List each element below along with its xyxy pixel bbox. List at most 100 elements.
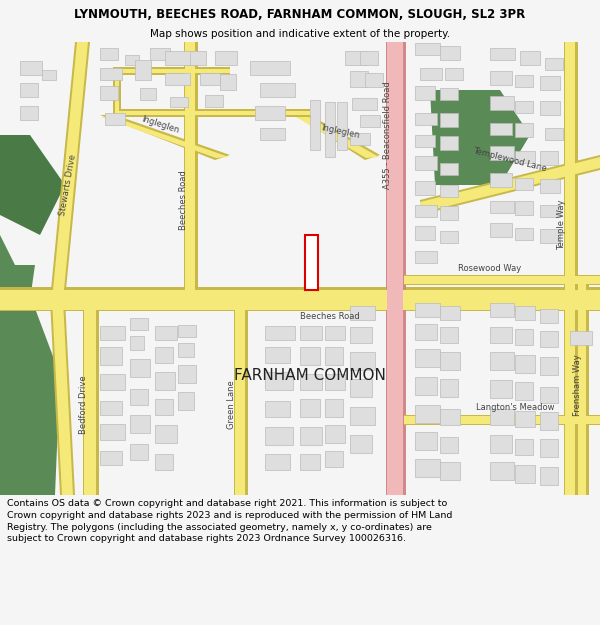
Bar: [540, 179, 560, 193]
Bar: [265, 347, 290, 363]
Bar: [215, 51, 237, 65]
Text: Stewarts Drive: Stewarts Drive: [58, 154, 78, 216]
Bar: [515, 101, 533, 113]
Bar: [440, 327, 458, 343]
Bar: [387, 42, 403, 495]
Text: Langton's Meadow: Langton's Meadow: [476, 403, 554, 412]
Bar: [440, 409, 460, 425]
Bar: [415, 226, 435, 240]
Bar: [165, 51, 195, 65]
Bar: [515, 465, 535, 483]
Bar: [420, 68, 442, 80]
Bar: [490, 71, 512, 85]
Bar: [0, 290, 600, 310]
Polygon shape: [100, 115, 230, 160]
Bar: [178, 343, 194, 357]
Bar: [540, 205, 560, 217]
Bar: [564, 42, 578, 495]
Bar: [337, 102, 347, 150]
Bar: [490, 352, 514, 370]
Bar: [325, 374, 345, 390]
Bar: [490, 303, 514, 317]
Bar: [20, 83, 38, 97]
Bar: [415, 156, 437, 170]
Bar: [140, 88, 156, 100]
Bar: [130, 318, 148, 330]
Bar: [540, 357, 558, 375]
Bar: [155, 372, 175, 390]
Polygon shape: [50, 42, 90, 300]
Text: Frensham Way: Frensham Way: [574, 354, 583, 416]
Bar: [100, 347, 122, 365]
Polygon shape: [295, 115, 380, 160]
Polygon shape: [115, 67, 230, 75]
Bar: [515, 201, 533, 215]
Bar: [540, 151, 558, 165]
Polygon shape: [404, 416, 600, 424]
Bar: [540, 309, 558, 323]
Polygon shape: [101, 117, 229, 158]
Bar: [265, 326, 295, 340]
Bar: [490, 123, 512, 135]
Bar: [386, 42, 406, 495]
Bar: [520, 51, 540, 65]
Bar: [440, 185, 458, 197]
Bar: [155, 399, 173, 415]
Bar: [20, 61, 42, 75]
Bar: [205, 95, 223, 107]
Bar: [165, 73, 190, 85]
Bar: [490, 462, 514, 480]
Bar: [350, 407, 375, 425]
Bar: [325, 347, 343, 365]
Bar: [125, 55, 139, 65]
Bar: [325, 326, 345, 340]
Bar: [490, 201, 514, 213]
Bar: [540, 76, 560, 90]
Bar: [578, 284, 586, 495]
Bar: [415, 43, 440, 55]
Bar: [445, 68, 463, 80]
Bar: [178, 325, 196, 337]
Bar: [155, 347, 173, 363]
Bar: [150, 48, 170, 60]
Bar: [440, 46, 460, 60]
Text: Temple Way: Temple Way: [557, 200, 566, 250]
Bar: [440, 136, 458, 150]
Bar: [178, 392, 194, 410]
Bar: [300, 399, 320, 417]
Bar: [440, 206, 458, 220]
Bar: [100, 68, 122, 80]
Bar: [515, 123, 533, 137]
Polygon shape: [50, 300, 75, 495]
Bar: [440, 163, 458, 175]
Bar: [350, 133, 370, 145]
Bar: [135, 60, 151, 80]
Bar: [265, 401, 290, 417]
Bar: [130, 389, 148, 405]
Text: A355 - Beaconsfield Road: A355 - Beaconsfield Road: [383, 81, 392, 189]
Bar: [515, 439, 533, 455]
Bar: [490, 223, 512, 237]
Bar: [325, 425, 345, 443]
Bar: [540, 467, 558, 485]
Bar: [490, 96, 514, 110]
Polygon shape: [0, 135, 65, 235]
Bar: [577, 284, 589, 495]
Bar: [100, 401, 122, 415]
Bar: [415, 432, 437, 450]
Bar: [360, 115, 380, 127]
Text: Green Lane: Green Lane: [227, 381, 236, 429]
Bar: [100, 374, 125, 390]
Bar: [100, 451, 122, 465]
Bar: [83, 310, 99, 495]
Bar: [415, 303, 440, 317]
Bar: [440, 462, 460, 480]
Text: Bedford Drive: Bedford Drive: [79, 376, 88, 434]
Bar: [265, 427, 293, 445]
Bar: [260, 128, 285, 140]
Bar: [440, 437, 458, 453]
Bar: [345, 51, 367, 65]
Bar: [415, 205, 437, 217]
Polygon shape: [115, 111, 310, 115]
Bar: [350, 352, 375, 370]
